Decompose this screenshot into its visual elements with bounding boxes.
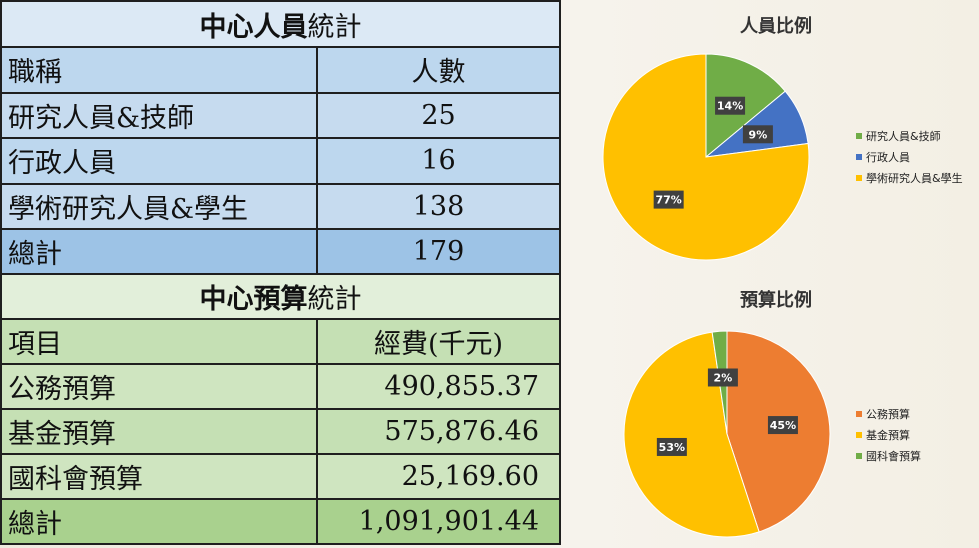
budget-title-bold: 中心預算 [199,284,308,315]
staff-row-label: 行政人員 [0,137,318,185]
legend-swatch [856,431,862,438]
legend-label: 研究人員&技師 [866,129,941,143]
staff-table-title: 中心人員統計 [0,0,561,48]
staff-total-label: 總計 [0,228,318,276]
budget-total-value: 1,091,901.44 [316,498,561,545]
legend-swatch [856,410,862,417]
legend-item: 學術研究人員&學生 [856,167,963,188]
data-label: 14% [715,96,746,115]
legend-label: 國科會預算 [866,449,921,463]
legend-label: 學術研究人員&學生 [866,171,963,185]
legend-swatch [856,153,862,160]
staff-pie-svg: 14% 9% 77% [602,53,810,261]
data-label: 9% [742,125,773,144]
data-label-text: 45% [770,419,796,432]
data-label-text: 53% [659,441,685,454]
legend-item: 行政人員 [856,146,963,167]
data-label: 45% [767,416,798,435]
data-label: 2% [707,368,738,387]
staff-row-value: 25 [316,91,561,139]
budget-chart-legend: 公務預算基金預算國科會預算 [856,403,921,466]
budget-statistics-table: 中心預算統計 項目 經費(千元) 公務預算 490,855.37 基金預算 57… [0,273,561,545]
budget-table-title: 中心預算統計 [0,273,561,320]
budget-row-value: 25,169.60 [316,453,561,500]
pie-slice [705,53,786,159]
budget-row-label: 基金預算 [0,408,318,455]
legend-label: 行政人員 [866,150,910,164]
budget-total-label: 總計 [0,498,318,545]
data-label: 77% [653,190,684,209]
budget-pie-svg: 45% 53% 2% [623,330,831,538]
staff-chart-legend: 研究人員&技師 行政人員學術研究人員&學生 [856,125,963,188]
staff-header-count: 人數 [316,46,561,94]
budget-row-label: 公務預算 [0,363,318,410]
budget-chart-title: 預算比例 [740,290,812,311]
data-label-text: 9% [749,128,768,141]
legend-item: 基金預算 [856,424,921,445]
staff-chart-title: 人員比例 [740,16,812,37]
budget-row-label: 國科會預算 [0,453,318,500]
data-label-text: 14% [717,100,743,113]
data-label: 53% [656,437,687,456]
budget-ratio-chart: 預算比例 45% 53% 2% 公務預算基金預算國科會預算 [561,274,979,548]
staff-row-value: 16 [316,137,561,185]
budget-title-rest: 統計 [307,284,362,315]
legend-item: 研究人員&技師 [856,125,963,146]
budget-header-item: 項目 [0,318,318,365]
staff-statistics-table: 中心人員統計 職稱 人數 研究人員&技師 25 行政人員 16 學術研究人員&學… [0,0,561,276]
data-label-text: 2% [714,371,733,384]
budget-row-value: 490,855.37 [316,363,561,410]
staff-ratio-chart: 人員比例 14% 9% 77% 研究人員&技師 行政人員學術研究人員&學生 [561,0,979,274]
legend-label: 公務預算 [866,407,910,421]
budget-header-amount: 經費(千元) [316,318,561,365]
staff-row-label: 研究人員&技師 [0,91,318,139]
data-label-text: 77% [655,194,681,207]
staff-title-bold: 中心人員 [199,11,308,43]
legend-swatch [856,174,862,181]
legend-item: 公務預算 [856,403,921,424]
staff-total-value: 179 [316,228,561,276]
legend-swatch [856,132,862,139]
legend-swatch [856,452,862,459]
staff-row-value: 138 [316,182,561,230]
pie-slice [623,331,760,538]
staff-header-title: 職稱 [0,46,318,94]
staff-row-label: 學術研究人員&學生 [0,182,318,230]
staff-title-rest: 統計 [307,11,362,43]
budget-row-value: 575,876.46 [316,408,561,455]
legend-item: 國科會預算 [856,445,921,466]
legend-label: 基金預算 [866,428,910,442]
